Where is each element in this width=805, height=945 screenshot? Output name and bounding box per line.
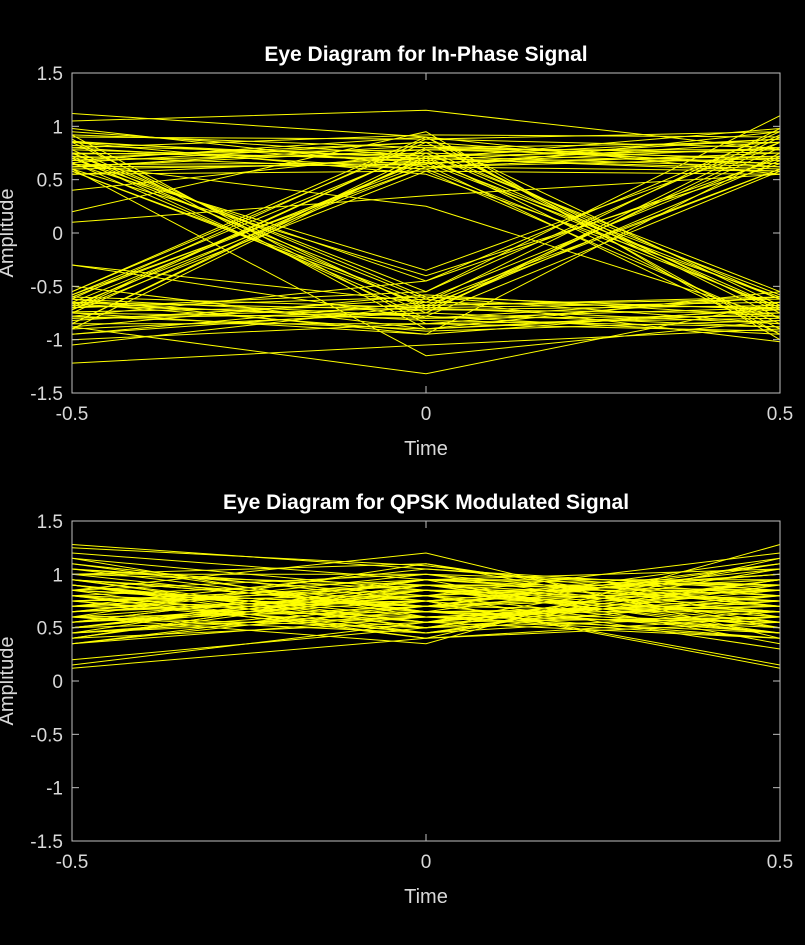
plot-qpsk-yticks: 1.5 1 0.5 0 -0.5 -1 -1.5: [30, 512, 780, 853]
plot-in-phase: Eye Diagram for In-Phase Signal -0.5 0 0.5…: [0, 43, 793, 460]
plot-in-phase-trace-60: [71, 128, 781, 314]
plot-in-phase-trace-78: [71, 141, 781, 330]
plot-in-phase-trace-69: [71, 173, 781, 223]
plot-in-phase-trace-27: [71, 168, 781, 357]
plot-in-phase-trace-52: [71, 134, 781, 309]
plot-qpsk-xtick-label-2: 0.5: [767, 852, 793, 873]
plot-qpsk-xtick-label-1: 0: [421, 852, 432, 873]
plot-qpsk-trace-76: [71, 579, 781, 634]
plot-qpsk-ytick-label-5: -1: [46, 779, 63, 800]
plot-in-phase-ytick-label-4: -0.5: [30, 277, 63, 298]
plot-in-phase-trace-82: [71, 298, 781, 313]
plot-in-phase-xtick-label-2: 0.5: [767, 404, 793, 425]
plot-in-phase-xticks: -0.5 0 0.5: [56, 73, 793, 425]
plot-qpsk-ytick-label-6: -1.5: [30, 832, 63, 853]
plot-in-phase-traces: [71, 109, 781, 375]
plot-in-phase-ytick-label-5: -1: [46, 331, 63, 352]
plot-in-phase-trace-68: [71, 294, 781, 328]
plot-qpsk: Eye Diagram for QPSK Modulated Signal -0…: [0, 491, 793, 908]
plot-in-phase-trace-80: [71, 166, 781, 296]
plot-in-phase-trace-30: [71, 301, 781, 375]
plot-qpsk-trace-73: [71, 584, 781, 623]
plot-qpsk-trace-65: [71, 595, 781, 634]
plot-in-phase-ytick-label-3: 0: [52, 224, 63, 245]
plot-qpsk-xlabel: Time: [404, 886, 448, 908]
plot-in-phase-trace-67: [71, 131, 781, 170]
plot-qpsk-ytick-label-3: 0: [52, 672, 63, 693]
plot-in-phase-trace-76: [71, 301, 781, 328]
plot-in-phase-trace-49: [71, 134, 781, 149]
plot-qpsk-ytick-label-0: 1.5: [37, 512, 63, 533]
plot-qpsk-trace-74: [71, 573, 781, 623]
plot-in-phase-trace-71: [71, 163, 781, 319]
plot-qpsk-xtick-label-0: -0.5: [56, 852, 89, 873]
plot-in-phase-trace-61: [71, 144, 781, 168]
plot-qpsk-trace-68: [71, 600, 781, 618]
plot-in-phase-trace-14: [71, 328, 781, 364]
plot-in-phase-trace-47: [71, 163, 781, 277]
plot-qpsk-ylabel: Amplitude: [0, 637, 18, 726]
plot-in-phase-trace-79: [71, 134, 781, 332]
plot-in-phase-xtick-label-1: 0: [421, 404, 432, 425]
plot-in-phase-xlabel: Time: [404, 438, 448, 460]
plot-qpsk-trace-79: [71, 584, 781, 634]
plot-in-phase-ytick-label-1: 1: [52, 117, 63, 138]
plot-in-phase-yticks: 1.5 1 0.5 0 -0.5 -1 -1.5: [30, 64, 780, 405]
plot-in-phase-ytick-label-0: 1.5: [37, 64, 63, 85]
plot-in-phase-trace-64: [71, 155, 781, 321]
plot-qpsk-xticks: -0.5 0 0.5: [56, 521, 793, 873]
plot-in-phase-trace-84: [71, 170, 781, 317]
plot-in-phase-ytick-label-6: -1.5: [30, 384, 63, 405]
plot-qpsk-traces: [71, 544, 781, 669]
plot-qpsk-trace-72: [71, 600, 781, 669]
plot-in-phase-trace-87: [71, 141, 781, 168]
plot-in-phase-trace-86: [71, 149, 781, 325]
plot-in-phase-ylabel: Amplitude: [0, 189, 18, 278]
plot-in-phase-title: Eye Diagram for In-Phase Signal: [264, 43, 587, 66]
plot-in-phase-ytick-label-2: 0.5: [37, 171, 63, 192]
plot-in-phase-trace-70: [71, 285, 781, 330]
plot-in-phase-trace-25: [71, 131, 781, 341]
plot-qpsk-ytick-label-1: 1: [52, 565, 63, 586]
plot-in-phase-trace-81: [71, 149, 780, 155]
plot-qpsk-ytick-label-4: -0.5: [30, 725, 63, 746]
plot-qpsk-trace-78: [71, 579, 781, 629]
plot-in-phase-trace-88: [71, 298, 781, 335]
plot-in-phase-trace-37: [71, 170, 781, 309]
plot-in-phase-trace-62: [71, 302, 781, 332]
plot-qpsk-trace-75: [71, 573, 781, 623]
plot-qpsk-trace-70: [71, 547, 781, 607]
plot-qpsk-trace-71: [71, 616, 781, 669]
plot-in-phase-trace-83: [71, 164, 781, 335]
plot-in-phase-xtick-label-0: -0.5: [56, 404, 89, 425]
plot-in-phase-trace-51: [71, 170, 781, 325]
plot-in-phase-trace-63: [71, 149, 781, 296]
plot-in-phase-trace-85: [71, 149, 781, 325]
plot-qpsk-ytick-label-2: 0.5: [37, 619, 63, 640]
plot-in-phase-trace-89: [71, 140, 781, 300]
plot-qpsk-title: Eye Diagram for QPSK Modulated Signal: [223, 491, 629, 514]
